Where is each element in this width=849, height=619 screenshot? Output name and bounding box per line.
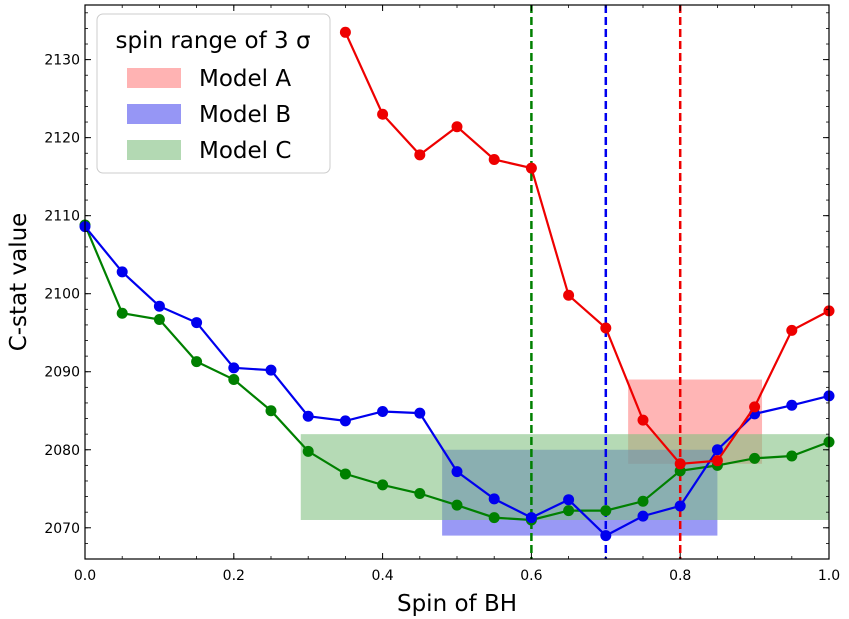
spin-range-boxes (300, 379, 829, 536)
y-tick-label: 2070 (44, 521, 80, 537)
legend-title: spin range of 3 σ (115, 28, 310, 54)
data-point-model-0 (711, 455, 723, 467)
x-tick-label: 1.0 (818, 568, 840, 584)
data-point-model-0 (525, 162, 537, 174)
legend-label-model-1: Model B (199, 102, 291, 128)
data-point-model-0 (749, 401, 761, 413)
data-point-model-0 (637, 414, 649, 426)
data-point-model-2 (563, 505, 575, 517)
legend-label-model-0: Model A (199, 66, 291, 92)
data-point-model-2 (451, 499, 463, 511)
spin-range-box-model-2 (300, 434, 829, 520)
data-point-model-1 (786, 399, 798, 411)
data-point-model-2 (749, 452, 761, 464)
y-tick-label: 2110 (44, 209, 80, 225)
y-axis-title: C-stat value (6, 213, 32, 352)
data-point-model-0 (488, 153, 500, 165)
x-tick-label: 0.2 (223, 568, 245, 584)
data-point-model-0 (339, 26, 351, 38)
data-point-model-1 (711, 444, 723, 456)
data-point-model-1 (265, 364, 277, 376)
data-point-model-1 (302, 410, 314, 422)
series-line-model-0 (344, 31, 830, 465)
legend-swatch-model-0 (127, 68, 181, 88)
data-point-model-1 (563, 494, 575, 506)
legend-swatch-model-1 (127, 104, 181, 124)
x-axis-title: Spin of BH (397, 591, 517, 617)
data-point-model-1 (525, 512, 537, 524)
data-point-model-1 (637, 510, 649, 522)
data-point-model-2 (265, 405, 277, 417)
x-tick-label: 0.8 (669, 568, 691, 584)
axes: 0.0 0.2 0.4 0.6 0.8 1.0 2070 2080 2090 2100 2110 21… (6, 4, 840, 617)
x-tick-label: 0.4 (371, 568, 393, 584)
y-tick-label: 2090 (44, 365, 80, 381)
legend: spin range of 3 σ Model A Model B Model C (96, 13, 331, 174)
data-point-model-1 (191, 317, 203, 329)
legend-box (96, 13, 331, 174)
data-point-model-2 (339, 468, 351, 480)
data-point-model-1 (600, 530, 612, 542)
data-point-model-1 (228, 362, 240, 374)
data-point-model-0 (414, 149, 426, 161)
data-point-model-2 (191, 356, 203, 368)
data-point-model-2 (153, 313, 165, 325)
data-point-model-2 (414, 487, 426, 499)
data-point-model-1 (451, 466, 463, 478)
x-tick-label: 0.0 (74, 568, 96, 584)
data-point-model-2 (600, 505, 612, 517)
data-point-model-1 (339, 415, 351, 427)
y-tick-label: 2120 (44, 131, 80, 147)
y-tick-label: 2130 (44, 53, 80, 69)
data-point-model-2 (116, 307, 128, 319)
data-point-model-2 (377, 479, 389, 491)
data-point-model-0 (377, 108, 389, 120)
data-point-model-0 (600, 322, 612, 334)
data-point-model-1 (116, 266, 128, 278)
series-lines (79, 26, 835, 542)
legend-swatch-model-2 (127, 140, 181, 160)
legend-label-model-2: Model C (199, 138, 291, 164)
data-point-model-1 (674, 500, 686, 512)
data-point-model-1 (414, 407, 426, 419)
y-tick-label: 2100 (44, 287, 80, 303)
data-point-model-1 (153, 300, 165, 312)
data-point-model-0 (786, 324, 798, 336)
data-point-model-2 (786, 450, 798, 462)
data-point-model-0 (451, 121, 463, 133)
data-point-model-0 (563, 289, 575, 301)
data-point-model-2 (228, 374, 240, 386)
data-point-model-2 (488, 512, 500, 524)
data-point-model-2 (637, 495, 649, 507)
data-point-model-1 (377, 406, 389, 418)
y-tick-label: 2080 (44, 443, 80, 459)
data-point-model-0 (674, 458, 686, 470)
data-point-model-1 (488, 493, 500, 505)
x-tick-label: 0.6 (520, 568, 542, 584)
data-point-model-2 (302, 445, 314, 457)
